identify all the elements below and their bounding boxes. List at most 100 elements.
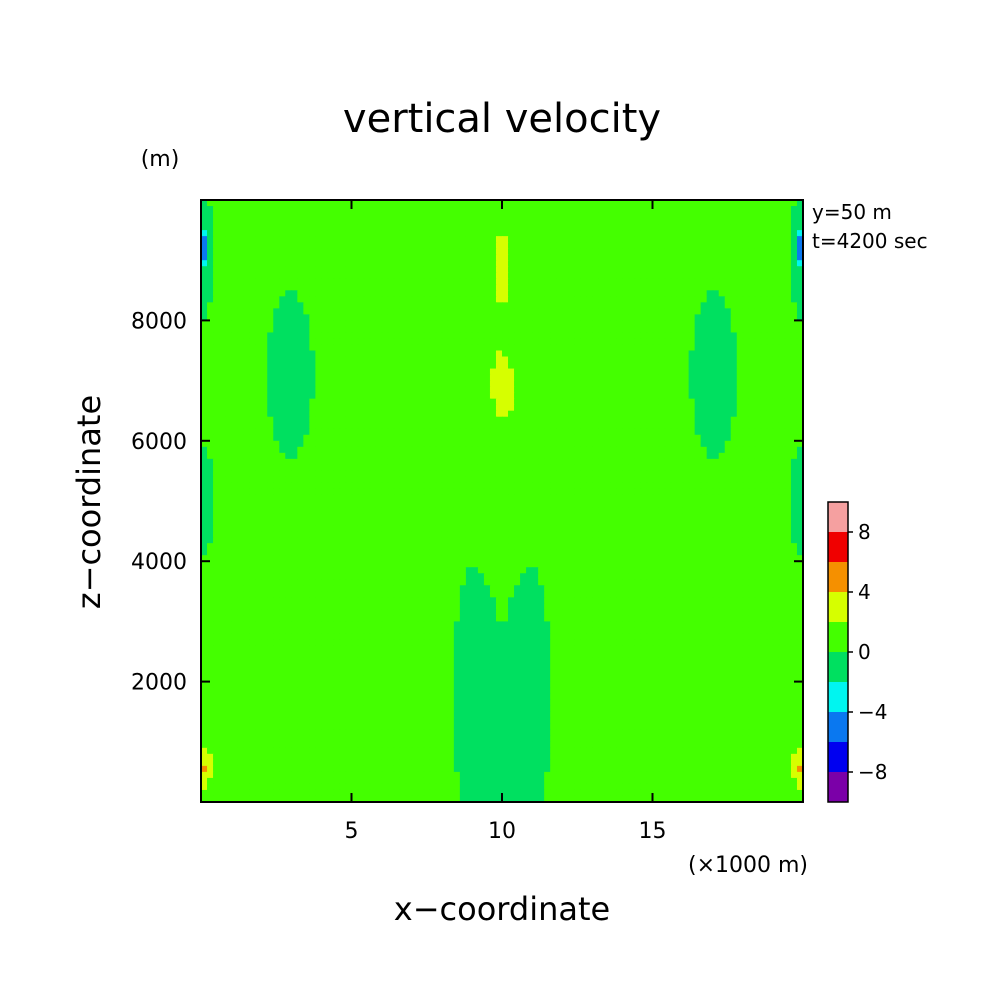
field-cell — [610, 362, 617, 370]
field-cell — [592, 386, 599, 394]
field-cell — [562, 356, 569, 364]
field-cell — [502, 284, 509, 291]
field-cell — [652, 320, 660, 328]
field-cell — [423, 470, 431, 478]
field-cell — [652, 350, 660, 358]
field-cell — [688, 206, 696, 213]
field-cell — [411, 440, 419, 448]
field-cell — [255, 392, 262, 400]
field-cell — [706, 434, 714, 442]
field-cell — [303, 464, 310, 472]
field-cell — [399, 296, 407, 303]
field-cell — [652, 200, 660, 207]
field-cell — [405, 440, 413, 448]
field-cell — [562, 320, 569, 328]
field-cell — [405, 434, 413, 442]
field-cell — [700, 446, 708, 454]
field-cell — [381, 296, 389, 303]
field-cell — [231, 290, 238, 297]
field-cell — [532, 392, 539, 400]
field-cell — [640, 476, 648, 484]
field-cell — [249, 344, 256, 352]
field-cell — [664, 254, 672, 261]
field-cell — [568, 242, 575, 249]
field-cell — [345, 272, 353, 279]
field-cell — [532, 200, 539, 207]
field-cell — [279, 380, 286, 388]
field-cell — [441, 254, 449, 261]
field-cell — [363, 332, 371, 340]
field-cell — [393, 200, 401, 207]
field-cell — [592, 278, 599, 285]
field-cell — [297, 488, 304, 496]
field-cell — [231, 230, 238, 237]
field-cell — [538, 212, 545, 219]
field-cell — [489, 374, 497, 382]
field-cell — [664, 398, 672, 406]
field-cell — [483, 242, 491, 249]
field-cell — [489, 458, 497, 466]
annotation-y: y=50 m — [812, 200, 892, 224]
field-cell — [622, 236, 630, 243]
field-cell — [676, 254, 684, 261]
field-cell — [526, 224, 533, 231]
field-cell — [616, 254, 623, 261]
field-cell — [676, 278, 684, 285]
field-cell — [375, 416, 383, 424]
field-cell — [790, 320, 798, 328]
field-cell — [772, 308, 780, 315]
field-cell — [303, 344, 310, 352]
field-cell — [363, 212, 371, 219]
field-cell — [237, 206, 244, 213]
field-cell — [273, 326, 280, 334]
field-cell — [423, 206, 431, 213]
field-cell — [754, 404, 762, 412]
field-cell — [273, 392, 280, 400]
field-cell — [477, 476, 485, 484]
field-cell — [381, 440, 389, 448]
field-cell — [315, 386, 322, 394]
field-cell — [333, 236, 341, 243]
field-cell — [658, 482, 666, 490]
field-cell — [622, 494, 630, 502]
field-cell — [760, 434, 768, 442]
field-cell — [646, 440, 654, 448]
field-cell — [760, 314, 768, 321]
field-cell — [502, 476, 509, 484]
field-cell — [694, 230, 702, 237]
field-cell — [652, 278, 660, 285]
field-cell — [688, 380, 696, 388]
field-cell — [604, 434, 611, 442]
field-cell — [339, 296, 347, 303]
field-cell — [267, 452, 274, 460]
field-cell — [610, 440, 617, 448]
field-cell — [471, 212, 479, 219]
field-cell — [592, 398, 599, 406]
field-cell — [477, 416, 485, 424]
field-cell — [387, 416, 395, 424]
field-cell — [514, 452, 521, 460]
field-cell — [369, 458, 377, 466]
field-cell — [658, 350, 666, 358]
field-cell — [688, 374, 696, 382]
field-cell — [610, 392, 617, 400]
field-cell — [544, 236, 551, 243]
field-cell — [736, 404, 744, 412]
field-cell — [369, 266, 377, 273]
field-cell — [508, 314, 515, 321]
field-cell — [405, 452, 413, 460]
field-cell — [441, 374, 449, 382]
field-cell — [550, 470, 557, 478]
field-cell — [688, 470, 696, 478]
field-cell — [255, 386, 262, 394]
field-cell — [760, 488, 768, 496]
field-cell — [520, 254, 527, 261]
field-cell — [628, 368, 636, 376]
field-cell — [754, 278, 762, 285]
field-cell — [489, 308, 497, 315]
field-cell — [201, 440, 208, 448]
field-cell — [796, 458, 803, 466]
field-cell — [550, 452, 557, 460]
field-cell — [730, 398, 738, 406]
velocity-field — [201, 200, 803, 802]
